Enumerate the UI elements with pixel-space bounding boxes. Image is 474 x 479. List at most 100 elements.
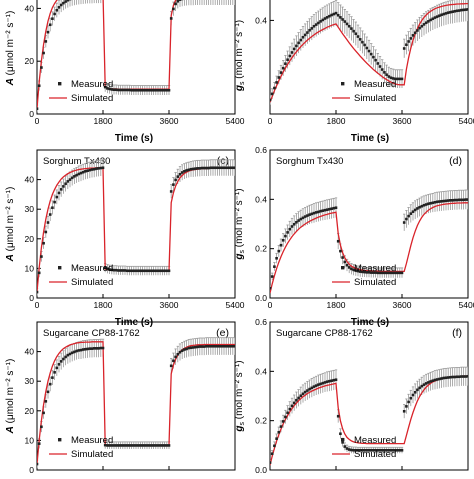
measured-point xyxy=(51,17,54,20)
measured-point xyxy=(47,221,50,224)
measured-point xyxy=(38,84,41,87)
legend-measured-label: Measured xyxy=(354,79,396,90)
measured-point xyxy=(38,272,41,275)
measured-point xyxy=(56,196,59,199)
y-tick-label: 0.6 xyxy=(255,145,267,155)
measured-point xyxy=(273,87,276,90)
measured-point xyxy=(412,34,415,37)
y-tick-label: 0 xyxy=(29,465,34,474)
measured-point xyxy=(271,452,274,455)
measured-point xyxy=(363,44,366,47)
measured-point xyxy=(53,13,56,16)
y-tick-label: 20 xyxy=(25,56,35,66)
measured-point xyxy=(58,363,61,366)
x-tick-label: 5400 xyxy=(459,116,474,126)
y-tick-label: 30 xyxy=(25,376,35,386)
measured-point xyxy=(304,34,307,37)
y-tick-label: 0.4 xyxy=(255,194,267,204)
measured-point xyxy=(414,391,417,394)
x-tick-label: 3600 xyxy=(393,300,412,310)
y-tick-label: 10 xyxy=(25,263,35,273)
measured-point xyxy=(337,415,340,418)
panel-label: (c) xyxy=(217,155,229,167)
measured-point xyxy=(56,9,59,12)
y-tick-label: 0 xyxy=(29,109,34,119)
legend-measured-label: Measured xyxy=(71,79,113,90)
measured-point xyxy=(56,367,59,370)
measured-point xyxy=(410,37,413,40)
panel-title: Sorghum Tx430 xyxy=(276,156,343,167)
measured-point xyxy=(60,360,63,363)
measured-point xyxy=(36,107,39,110)
measured-point xyxy=(280,71,283,74)
measured-point xyxy=(170,190,173,193)
measured-point xyxy=(346,23,349,26)
measured-point xyxy=(271,93,274,96)
measured-point xyxy=(302,36,305,39)
legend-simulated-label: Simulated xyxy=(354,449,396,460)
measured-point xyxy=(291,51,294,54)
measured-point xyxy=(174,3,177,6)
y-tick-label: 20 xyxy=(25,406,35,416)
measured-point xyxy=(40,66,43,69)
measured-point xyxy=(172,183,175,186)
measured-point xyxy=(49,23,52,26)
measured-point xyxy=(339,432,342,435)
y-axis-title: A (μmol m⁻² s⁻¹) xyxy=(5,359,16,435)
measured-point xyxy=(168,269,171,272)
measured-point xyxy=(300,39,303,42)
measured-point xyxy=(293,48,296,51)
measured-point xyxy=(40,425,43,428)
panel-title: Sugarcane CP88-1762 xyxy=(43,328,140,339)
measured-point xyxy=(36,291,39,294)
measured-point xyxy=(275,81,278,84)
measured-point xyxy=(291,225,294,228)
x-tick-label: 3600 xyxy=(160,116,179,126)
measured-point xyxy=(401,78,404,81)
legend-measured-marker xyxy=(341,438,344,441)
measured-point xyxy=(379,65,382,68)
measured-point xyxy=(295,45,298,48)
y-axis-title: gs (mol m⁻² s⁻¹) xyxy=(234,20,246,92)
measured-point xyxy=(284,416,287,419)
measured-point xyxy=(36,463,39,466)
measured-point xyxy=(286,411,289,414)
y-tick-label: 10 xyxy=(25,435,35,445)
measured-point xyxy=(467,198,470,201)
measured-point xyxy=(355,32,358,35)
x-axis-title: Time (s) xyxy=(115,133,153,144)
measured-point xyxy=(168,89,171,92)
measured-point xyxy=(282,420,285,423)
measured-point xyxy=(275,257,278,260)
measured-point xyxy=(47,391,50,394)
measured-point xyxy=(45,231,48,234)
measured-point xyxy=(42,52,45,55)
measured-point xyxy=(174,356,177,359)
measured-point xyxy=(284,62,287,65)
x-tick-label: 0 xyxy=(268,300,273,310)
measured-point xyxy=(45,400,48,403)
x-axis-title: Time (s) xyxy=(351,133,389,144)
x-tick-label: 0 xyxy=(35,116,40,126)
y-tick-label: 30 xyxy=(25,204,35,214)
measured-point xyxy=(377,62,380,65)
measured-point xyxy=(293,402,296,405)
y-tick-label: 40 xyxy=(25,3,35,13)
measured-point xyxy=(361,41,364,44)
measured-point xyxy=(102,166,105,169)
x-tick-label: 5400 xyxy=(459,300,474,310)
y-axis-title: A (μmol m⁻² s⁻¹) xyxy=(5,187,16,263)
measured-point xyxy=(278,431,281,434)
measured-point xyxy=(53,371,56,374)
measured-point xyxy=(405,405,408,408)
measured-point xyxy=(47,31,50,34)
legend-simulated-label: Simulated xyxy=(71,277,113,288)
measured-point xyxy=(414,32,417,35)
measured-point xyxy=(412,394,415,397)
measured-point xyxy=(168,444,171,447)
measured-point xyxy=(177,175,180,178)
plot-area xyxy=(36,0,237,112)
